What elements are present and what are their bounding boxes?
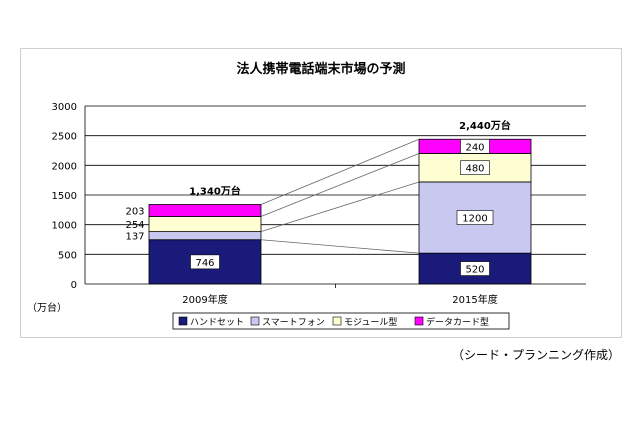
- data-label: 203: [125, 207, 144, 218]
- series-connector-line: [260, 181, 420, 232]
- bar-segment-0-2: [148, 216, 262, 233]
- bar-segment-0-1: [148, 231, 262, 241]
- y-tick-label: 2000: [52, 161, 77, 172]
- series-connector-line: [260, 153, 420, 217]
- y-tick-label: 0: [71, 280, 77, 291]
- data-label: 746: [195, 258, 214, 269]
- y-unit-label: （万台）: [27, 301, 67, 314]
- chart-frame: 法人携帯電話端末市場の予測 0 500 1000 1500 2000 2500 3000 （万台…: [20, 48, 622, 338]
- legend-label: データカード型: [426, 316, 489, 328]
- legend-label: ハンドセット: [190, 317, 244, 328]
- y-tick-label: 500: [58, 250, 77, 261]
- x-tick-label: 2015年度: [452, 293, 497, 306]
- y-tick-label: 2500: [52, 132, 77, 143]
- source-credit: （シード・プランニング作成）: [451, 348, 620, 362]
- x-tick-label: 2009年度: [182, 293, 227, 306]
- data-label-box: [456, 210, 494, 225]
- data-label: 254: [125, 220, 144, 231]
- legend-swatch: [414, 316, 424, 326]
- data-label-box: [460, 261, 490, 276]
- y-tick-label: 3000: [52, 102, 77, 113]
- chart-title: 法人携帯電話端末市場の予測: [236, 61, 405, 77]
- data-label: 480: [465, 164, 484, 175]
- bar-segment-0-0: [148, 239, 262, 285]
- y-tick-label: 1500: [52, 191, 77, 202]
- data-label: 240: [465, 142, 484, 153]
- legend-label: スマートフォン: [262, 318, 325, 328]
- data-label: 137: [125, 232, 144, 243]
- data-label-box: [460, 139, 490, 154]
- legend-swatch: [332, 316, 342, 326]
- total-label: 1,340万台: [189, 184, 241, 197]
- series-connector-line: [260, 239, 420, 254]
- data-label-box: [460, 160, 490, 176]
- bar-segment-0-3: [148, 204, 262, 217]
- y-tick-label: 1000: [52, 221, 77, 232]
- data-label-box: [190, 254, 220, 270]
- data-label: 520: [465, 265, 484, 276]
- legend-label: モジュール型: [344, 317, 397, 328]
- chart-svg: 法人携帯電話端末市場の予測 0 500 1000 1500 2000 2500 3000 （万台…: [27, 61, 586, 330]
- total-label: 2,440万台: [459, 119, 511, 132]
- series-connector-line: [260, 138, 420, 205]
- legend-swatch: [178, 316, 188, 326]
- legend-swatch: [250, 316, 260, 326]
- data-label: 1200: [462, 214, 487, 225]
